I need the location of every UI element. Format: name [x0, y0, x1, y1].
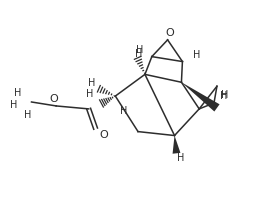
Text: H: H	[221, 90, 228, 100]
Text: H: H	[193, 49, 200, 59]
Text: H: H	[88, 78, 95, 88]
Text: H: H	[177, 152, 184, 162]
Text: H: H	[136, 44, 144, 54]
Text: O: O	[50, 94, 59, 104]
Text: H: H	[220, 91, 228, 101]
Text: H: H	[10, 100, 17, 109]
Text: H: H	[24, 109, 31, 119]
Text: H: H	[135, 48, 143, 58]
Text: O: O	[165, 28, 174, 38]
Polygon shape	[172, 136, 180, 154]
Text: H: H	[14, 88, 21, 98]
Text: O: O	[99, 129, 108, 139]
Polygon shape	[181, 83, 220, 112]
Text: H: H	[120, 105, 127, 115]
Text: H: H	[86, 89, 93, 99]
